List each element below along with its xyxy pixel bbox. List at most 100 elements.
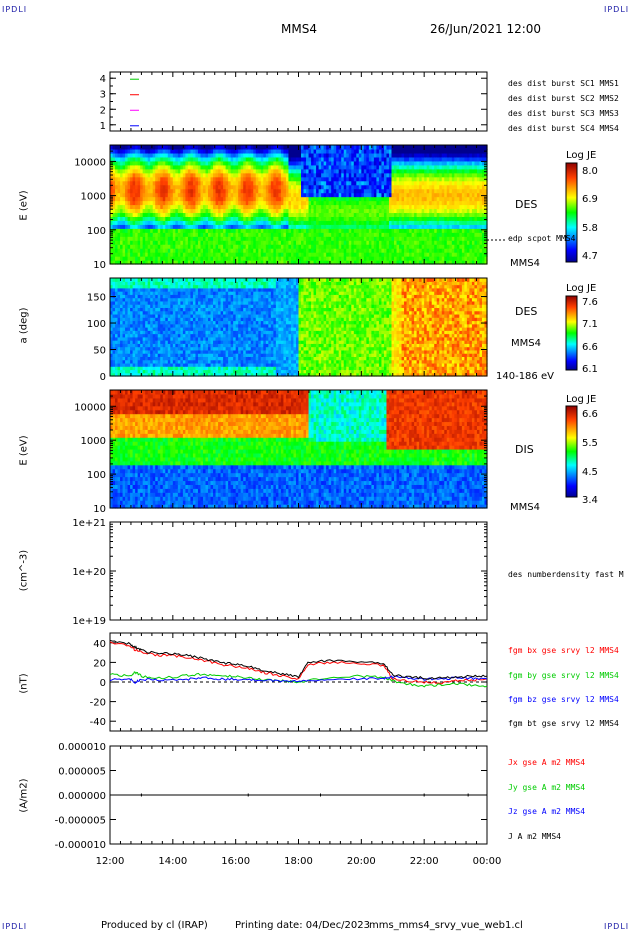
burst-tick-label: 1: [100, 121, 106, 132]
des-energy-pixel: [316, 248, 320, 253]
des-energy-pixel: [197, 160, 202, 166]
des-energy-pixel: [378, 240, 383, 245]
des-energy-pixel: [205, 216, 209, 221]
des-energy-pixel: [110, 216, 114, 221]
des-energy-pixel: [341, 248, 345, 253]
des-energy-pixel: [205, 160, 209, 166]
des-energy-pixel: [225, 145, 229, 150]
des-energy-pixel: [177, 156, 181, 162]
des-energy-pixel: [250, 204, 254, 210]
des-energy-pixel: [200, 180, 204, 186]
des-energy-pixel: [265, 248, 269, 253]
des-energy-pixel: [235, 224, 239, 229]
des-energy-pixel: [130, 220, 134, 225]
des-energy-pixel: [353, 224, 357, 229]
des-energy-pixel: [228, 192, 232, 198]
des-energy-pixel: [127, 236, 131, 241]
des-energy-pixel: [298, 176, 302, 182]
des-energy-pixel: [348, 156, 352, 162]
des-energy-pixel: [373, 148, 378, 154]
des-energy-pixel: [280, 188, 285, 194]
des-energy-pixel: [373, 145, 378, 150]
des-energy-pixel: [235, 148, 239, 154]
des-energy-pixel: [132, 240, 136, 245]
des-energy-pixel: [301, 216, 305, 221]
des-energy-pixel: [326, 164, 330, 170]
des-energy-pixel: [285, 244, 290, 249]
des-energy-pixel: [326, 260, 330, 265]
des-energy-pixel: [238, 232, 242, 237]
des-energy-pixel: [172, 212, 176, 217]
des-energy-pixel: [200, 232, 204, 237]
des-energy-pixel: [363, 164, 367, 170]
des-energy-pixel: [120, 236, 124, 241]
des-energy-pixel: [288, 208, 292, 214]
des-energy-pixel: [268, 236, 272, 241]
des-energy-pixel: [366, 216, 370, 221]
des-energy-pixel: [280, 172, 285, 178]
des-energy-pixel: [373, 212, 378, 217]
des-energy-pixel: [293, 208, 297, 214]
des-energy-pixel: [268, 216, 272, 221]
des-energy-pixel: [172, 156, 176, 162]
des-energy-pixel: [240, 152, 244, 158]
des-energy-pixel: [343, 240, 347, 245]
des-energy-pixel: [197, 188, 202, 194]
des-energy-pixel: [215, 240, 219, 245]
des-energy-pixel: [285, 184, 290, 190]
des-energy-pixel: [260, 204, 264, 210]
des-energy-pixel: [152, 184, 156, 190]
des-energy-pixel: [321, 260, 325, 265]
des-energy-pixel: [303, 252, 307, 257]
des-energy-pixel: [137, 252, 141, 257]
des-energy-pixel: [185, 228, 189, 233]
des-energy-pixel: [243, 148, 247, 154]
des-energy-pixel: [358, 200, 362, 206]
des-energy-pixel: [290, 196, 295, 202]
des-energy-pixel: [220, 160, 224, 166]
des-energy-pixel: [248, 200, 252, 206]
des-energy-pixel: [333, 164, 337, 170]
des-energy-pixel: [132, 224, 136, 229]
des-energy-pixel: [127, 160, 131, 166]
des-energy-pixel: [270, 260, 274, 265]
des-energy-pixel: [185, 220, 189, 225]
des-energy-pixel: [177, 216, 181, 221]
datetime-title: 26/Jun/2021 12:00: [430, 22, 542, 36]
des-energy-pixel: [140, 180, 144, 186]
des-energy-pixel: [192, 244, 197, 249]
des-energy-pixel: [316, 152, 320, 158]
des-energy-pixel: [177, 196, 181, 202]
des-energy-pixel: [316, 196, 320, 202]
des-energy-pixel: [205, 240, 209, 245]
des-energy-pixel: [358, 236, 362, 241]
des-energy-pixel: [197, 152, 202, 158]
des-energy-pixel: [147, 152, 151, 158]
des-energy-pixel: [301, 164, 305, 170]
des-energy-pixel: [273, 216, 277, 221]
des-energy-pixel: [363, 232, 367, 237]
des-energy-pixel: [145, 176, 149, 182]
corner-label-bottom-left: IPDLI: [2, 922, 28, 931]
des-energy-pixel: [240, 172, 244, 178]
des-energy-pixel: [358, 148, 362, 154]
des-energy-pixel: [303, 212, 307, 217]
des-energy-pixel: [358, 208, 362, 214]
des-energy-pixel: [298, 192, 302, 198]
des-energy-pixel: [290, 240, 295, 245]
des-energy-pixel: [250, 228, 254, 233]
des-energy-pixel: [120, 212, 124, 217]
des-energy-pixel: [215, 200, 219, 206]
des-energy-pixel: [258, 188, 262, 194]
des-energy-pixel: [215, 168, 219, 174]
des-energy-pixel: [243, 236, 247, 241]
des-energy-pixel: [210, 244, 214, 249]
des-energy-pixel: [187, 188, 192, 194]
des-energy-pixel: [268, 172, 272, 178]
des-energy-pixel: [150, 160, 154, 166]
des-energy-pixel: [336, 260, 340, 265]
des-energy-pixel: [295, 220, 300, 225]
des-energy-pixel: [127, 244, 131, 249]
des-energy-pixel: [298, 160, 302, 166]
des-energy-pixel: [140, 204, 144, 210]
